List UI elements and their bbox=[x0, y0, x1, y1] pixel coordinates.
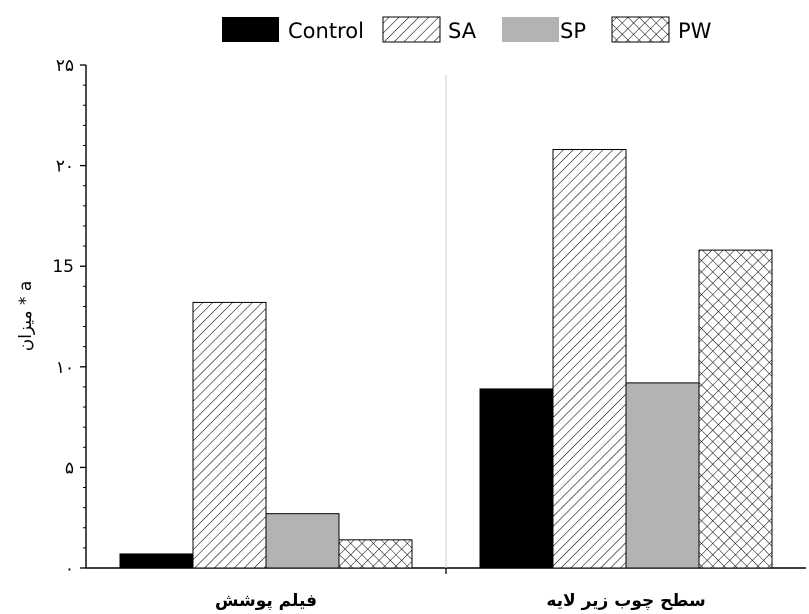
x-category-label: سطح چوب زیر لایه bbox=[546, 591, 705, 610]
legend-label-control: Control bbox=[288, 19, 364, 43]
y-tick-label: ۱۰ bbox=[56, 358, 74, 378]
legend-swatch-pw bbox=[611, 16, 670, 43]
legend-label-sa: SA bbox=[448, 19, 477, 43]
bar-sa-1 bbox=[192, 301, 267, 569]
legend-swatch-control bbox=[222, 17, 279, 42]
chart-axes: ۰ ۵ ۱۰ 15 ۲۰ ۲۵ فیلم پوشش سطح چوب زیر لایه bbox=[52, 56, 806, 611]
y-tick-label: ۵ bbox=[65, 458, 74, 478]
chart-bars bbox=[119, 149, 773, 569]
bar-pw-1 bbox=[338, 539, 413, 569]
y-tick-label: 15 bbox=[52, 257, 74, 277]
bar-pw-2 bbox=[698, 249, 773, 569]
y-tick-label: ۰ bbox=[65, 559, 74, 579]
chart-legend: Control SA SP PW bbox=[222, 16, 712, 43]
legend-swatch-sa bbox=[382, 16, 441, 43]
bar-sp-1 bbox=[265, 513, 340, 569]
bar-sa-2 bbox=[552, 149, 627, 569]
x-category-label: فیلم پوشش bbox=[215, 591, 317, 610]
y-tick-label: ۲۰ bbox=[56, 157, 74, 177]
legend-swatch-sp bbox=[502, 17, 559, 42]
legend-label-pw: PW bbox=[678, 19, 712, 43]
y-axis-label: میزان * a bbox=[16, 281, 36, 352]
legend-label-sp: SP bbox=[560, 19, 586, 43]
bar-control-1 bbox=[119, 553, 194, 569]
bar-control-2 bbox=[479, 388, 554, 569]
bar-sp-2 bbox=[625, 382, 700, 569]
y-tick-label: ۲۵ bbox=[56, 56, 74, 76]
